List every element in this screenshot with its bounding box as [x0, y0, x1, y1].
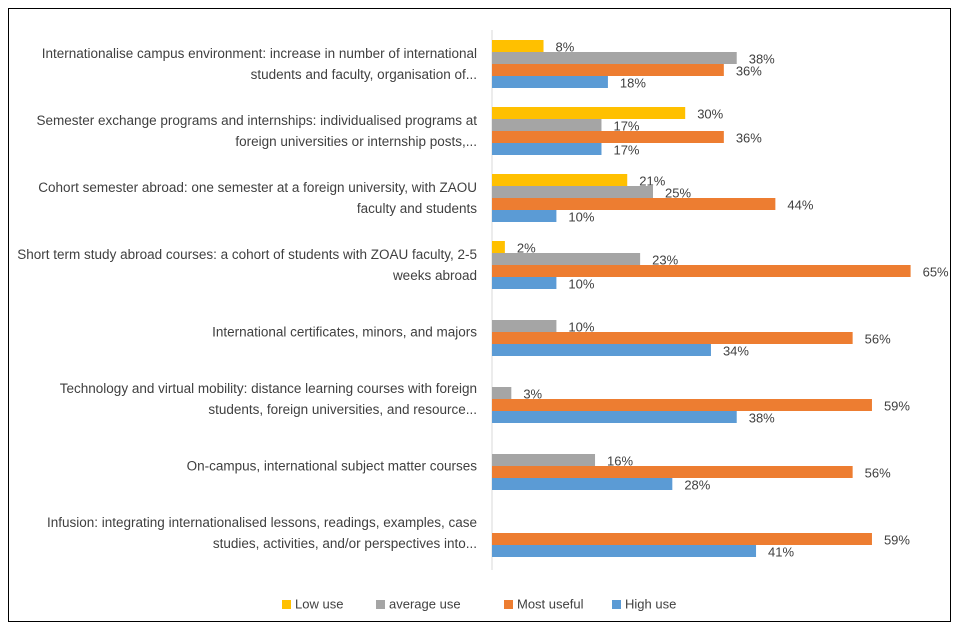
bar	[492, 64, 724, 76]
category-label: Cohort semester abroad: one semester at …	[38, 180, 477, 216]
category-label: Infusion: integrating internationalised …	[46, 515, 477, 551]
bar	[492, 265, 911, 277]
data-label: 28%	[684, 477, 710, 492]
bar	[492, 533, 872, 545]
bar	[492, 478, 673, 490]
bar	[492, 174, 628, 186]
data-label: 34%	[723, 343, 749, 358]
bar	[492, 107, 686, 119]
bar	[492, 344, 711, 356]
legend-label: Most useful	[517, 596, 584, 611]
legend-swatch	[504, 600, 513, 609]
data-label: 18%	[620, 75, 646, 90]
data-label: 16%	[607, 453, 633, 468]
bar	[492, 76, 608, 88]
data-label: 36%	[736, 130, 762, 145]
data-label: 17%	[613, 118, 639, 133]
data-label: 38%	[749, 410, 775, 425]
legend-label: Low use	[295, 596, 343, 611]
data-label: 30%	[697, 106, 723, 121]
data-label: 2%	[517, 240, 536, 255]
data-label: 41%	[768, 544, 794, 559]
data-label: 3%	[523, 386, 542, 401]
bar	[492, 52, 737, 64]
data-label: 17%	[613, 142, 639, 157]
bar	[492, 241, 505, 253]
category-label: Technology and virtual mobility: distanc…	[59, 381, 477, 417]
legend-swatch	[376, 600, 385, 609]
data-label: 10%	[568, 209, 594, 224]
bar	[492, 143, 602, 155]
bar	[492, 399, 872, 411]
data-label: 25%	[665, 185, 691, 200]
data-label: 56%	[865, 465, 891, 480]
bar	[492, 277, 557, 289]
bar	[492, 411, 737, 423]
bar	[492, 320, 557, 332]
legend-label: High use	[625, 596, 676, 611]
category-label: Short term study abroad courses: a cohor…	[17, 247, 477, 283]
legend-label: average use	[389, 596, 461, 611]
bar	[492, 198, 776, 210]
data-label: 10%	[568, 276, 594, 291]
data-label: 59%	[884, 398, 910, 413]
data-label: 21%	[639, 173, 665, 188]
bar	[492, 210, 557, 222]
bar	[492, 253, 641, 265]
bar	[492, 454, 596, 466]
data-label: 44%	[787, 197, 813, 212]
bar	[492, 466, 853, 478]
data-label: 10%	[568, 319, 594, 334]
bar	[492, 186, 653, 198]
bar	[492, 545, 757, 557]
data-label: 65%	[923, 264, 949, 279]
data-label: 38%	[749, 51, 775, 66]
legend-swatch	[282, 600, 291, 609]
bar	[492, 40, 544, 52]
data-label: 8%	[556, 39, 575, 54]
bar	[492, 332, 853, 344]
bar	[492, 131, 724, 143]
data-label: 36%	[736, 63, 762, 78]
data-label: 56%	[865, 331, 891, 346]
bar	[492, 119, 602, 131]
data-label: 59%	[884, 532, 910, 547]
data-label: 23%	[652, 252, 678, 267]
chart-border	[8, 8, 951, 622]
category-label: Internationalise campus environment: inc…	[41, 46, 477, 82]
category-label: On-campus, international subject matter …	[186, 458, 477, 474]
category-label: International certificates, minors, and …	[212, 324, 477, 340]
category-label: Semester exchange programs and internshi…	[36, 113, 477, 149]
legend-swatch	[612, 600, 621, 609]
bar	[492, 387, 512, 399]
